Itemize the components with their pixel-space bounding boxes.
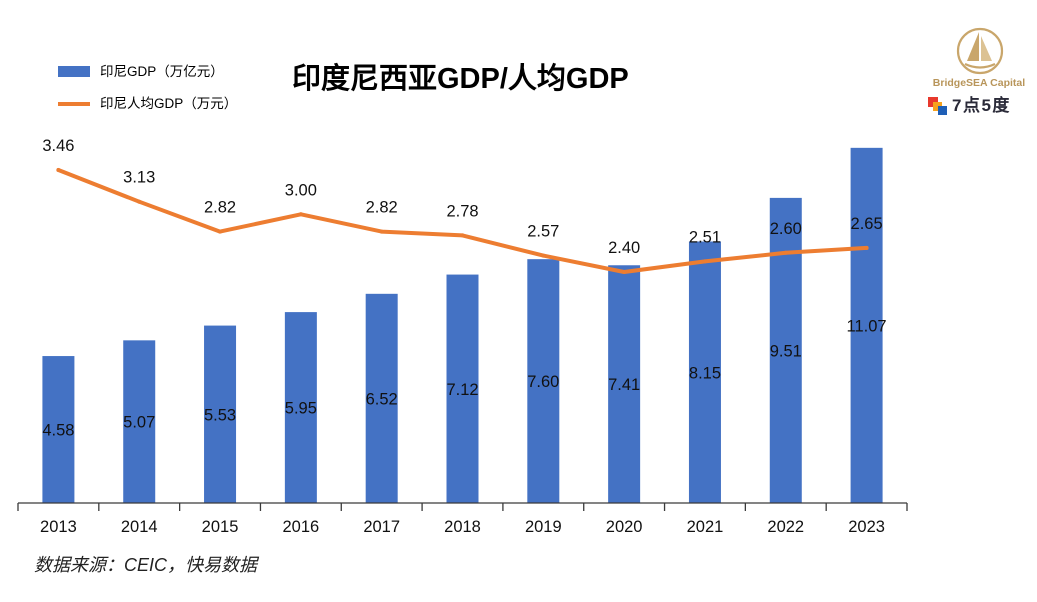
gdp-bar-2020 [608, 265, 641, 503]
gdp-value-label-2022: 9.51 [770, 342, 802, 360]
gdp-bar-2013 [42, 356, 75, 503]
per-capita-point-2019 [541, 253, 546, 258]
legend-swatch-gdp [58, 66, 90, 77]
emblem-ring [956, 27, 1004, 75]
per-capita-point-2013 [56, 167, 61, 172]
per-capita-value-label-2022: 2.60 [770, 220, 802, 238]
per-capita-gdp-series [56, 167, 869, 274]
per-capita-point-2021 [702, 259, 707, 264]
sailboat-emblem-icon [956, 27, 1004, 75]
per-capita-point-2014 [137, 199, 142, 204]
legend-label-gdp: 印尼GDP（万亿元） [100, 64, 224, 79]
gdp-bar-series [42, 147, 883, 504]
year-label-2017: 2017 [363, 518, 400, 536]
gdp-value-label-2018: 7.12 [446, 381, 478, 399]
gdp-bar-2022 [769, 197, 802, 503]
gdp-value-label-2021: 8.15 [689, 364, 721, 382]
gdp-bar-2017 [365, 293, 398, 503]
per-capita-value-label-2023: 2.65 [851, 215, 883, 233]
year-label-2021: 2021 [687, 518, 724, 536]
gdp-value-label-2016: 5.95 [285, 400, 317, 418]
sub-brand-text: 7点5度 [952, 96, 1011, 115]
per-capita-value-labels: 3.46 3.13 2.82 3.00 2.82 2.78 2.57 2.40 2.51 2.60… [42, 137, 882, 257]
gdp-bar-2019 [527, 259, 560, 503]
per-capita-point-2015 [218, 229, 223, 234]
per-capita-point-2018 [460, 233, 465, 238]
year-label-2022: 2022 [767, 518, 804, 536]
per-capita-point-2022 [783, 250, 788, 255]
gdp-value-label-2015: 5.53 [204, 406, 236, 424]
per-capita-value-label-2021: 2.51 [689, 228, 721, 246]
per-capita-value-label-2017: 2.82 [366, 199, 398, 217]
per-capita-value-label-2019: 2.57 [527, 223, 559, 241]
per-capita-point-2020 [622, 270, 627, 274]
emblem-main-sail [967, 32, 979, 61]
year-label-2013: 2013 [40, 518, 77, 536]
per-capita-point-2023 [864, 245, 869, 250]
per-capita-value-label-2014: 3.13 [123, 169, 155, 187]
gdp-value-label-2023: 11.07 [847, 317, 887, 335]
gdp-bar-2014 [123, 340, 156, 503]
year-label-2015: 2015 [202, 518, 239, 536]
gdp-bar-2016 [284, 312, 317, 503]
gdp-value-label-2019: 7.60 [527, 373, 559, 391]
x-axis: 2013 2014 2015 2016 2017 2018 2019 2020 2021 2022… [17, 502, 908, 536]
per-capita-value-label-2016: 3.00 [285, 181, 317, 199]
year-label-2014: 2014 [121, 518, 158, 536]
gdp-value-label-2017: 6.52 [366, 390, 398, 408]
per-capita-value-label-2015: 2.82 [204, 199, 236, 217]
legend-label-per-capita: 印尼人均GDP（万元） [100, 96, 238, 111]
source-note: 数据来源：CEIC，快易数据 [34, 555, 258, 575]
gdp-value-label-2020: 7.41 [608, 376, 640, 394]
gdp-bar-2018 [446, 274, 479, 503]
year-label-2020: 2020 [606, 518, 643, 536]
gdp-bar-2015 [204, 325, 237, 503]
gdp-bar-2023 [850, 147, 883, 503]
emblem-jib-sail [981, 36, 992, 61]
year-label-2016: 2016 [283, 518, 320, 536]
year-label-2018: 2018 [444, 518, 481, 536]
per-capita-value-label-2020: 2.40 [608, 239, 640, 257]
per-capita-point-2017 [379, 229, 384, 234]
legend-swatch-per-capita [58, 102, 90, 106]
per-capita-gdp-line [56, 168, 869, 274]
year-label-2023: 2023 [848, 518, 885, 536]
icon-orange-square [933, 102, 942, 111]
year-label-2019: 2019 [525, 518, 562, 536]
per-capita-point-2016 [298, 212, 303, 217]
gdp-bar-2021 [688, 241, 721, 504]
emblem-hull [964, 62, 996, 69]
brand-text: BridgeSEA Capital [932, 77, 1026, 89]
per-capita-value-label-2013: 3.46 [42, 137, 74, 155]
chart-title: 印度尼西亚GDP/人均GDP [292, 63, 629, 95]
colored-squares-icon [928, 97, 947, 115]
gdp-value-label-2014: 5.07 [123, 414, 155, 432]
icon-blue-square [938, 106, 947, 115]
gdp-value-label-2013: 4.58 [42, 422, 74, 440]
gdp-value-labels: 4.58 5.07 5.53 5.95 6.52 7.12 7.60 7.41 8.15 9.51… [42, 317, 886, 439]
per-capita-value-label-2018: 2.78 [446, 202, 478, 220]
